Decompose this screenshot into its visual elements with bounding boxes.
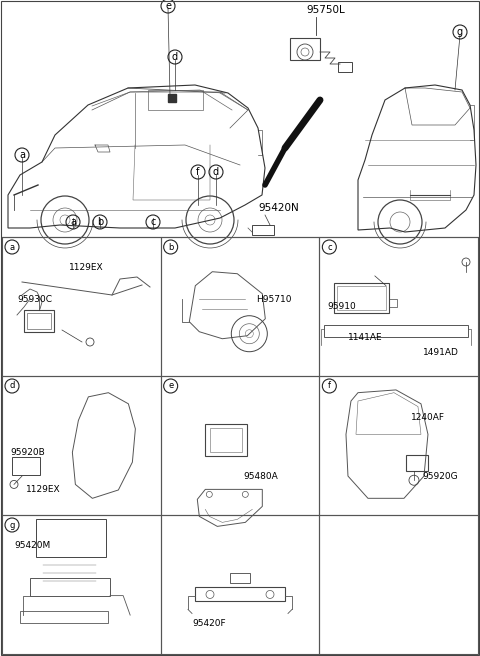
Text: e: e — [165, 1, 171, 11]
Text: 95420N: 95420N — [258, 203, 299, 213]
Text: c: c — [150, 217, 156, 227]
Bar — [161, 376, 319, 515]
Bar — [324, 325, 468, 337]
Bar — [30, 578, 110, 596]
Bar — [205, 424, 247, 457]
Bar — [337, 287, 386, 310]
Bar — [148, 90, 203, 110]
Bar — [406, 455, 428, 470]
Bar — [195, 588, 285, 602]
Text: 1129EX: 1129EX — [69, 263, 103, 272]
Bar — [338, 62, 352, 72]
Bar — [24, 310, 54, 332]
Bar — [252, 225, 274, 235]
Text: 95920G: 95920G — [422, 472, 458, 481]
Bar — [20, 611, 108, 623]
Bar — [2, 376, 161, 515]
Bar — [27, 313, 51, 329]
Bar — [2, 515, 161, 654]
Bar — [168, 94, 176, 102]
Bar — [319, 515, 478, 654]
Text: d: d — [213, 167, 219, 177]
Text: b: b — [168, 243, 173, 251]
Text: H95710: H95710 — [256, 295, 291, 304]
Text: 95480A: 95480A — [243, 472, 278, 481]
Bar — [230, 573, 250, 583]
Bar — [319, 376, 478, 515]
Text: 1141AE: 1141AE — [348, 333, 383, 342]
Text: f: f — [196, 167, 200, 177]
Text: d: d — [172, 52, 178, 62]
Text: 95930C: 95930C — [18, 295, 53, 304]
Text: e: e — [168, 382, 173, 390]
Text: c: c — [327, 243, 332, 251]
Bar — [161, 515, 319, 654]
Bar — [210, 428, 242, 453]
Text: 95910: 95910 — [327, 302, 356, 311]
Text: a: a — [10, 243, 14, 251]
Text: 1491AD: 1491AD — [422, 348, 458, 357]
Bar — [335, 283, 389, 314]
Text: d: d — [9, 382, 15, 390]
Text: f: f — [328, 382, 331, 390]
Text: a: a — [70, 217, 76, 227]
Text: 95420M: 95420M — [15, 541, 51, 550]
Text: a: a — [19, 150, 25, 160]
Text: g: g — [9, 520, 15, 529]
Text: 1129EX: 1129EX — [26, 485, 60, 495]
Bar — [12, 457, 40, 475]
Bar — [290, 38, 320, 60]
Text: 95420F: 95420F — [192, 619, 226, 628]
Bar — [36, 519, 106, 557]
Text: 95750L: 95750L — [306, 5, 345, 15]
Bar — [2, 237, 161, 376]
Bar — [161, 237, 319, 376]
Text: 1240AF: 1240AF — [411, 413, 445, 422]
Bar — [319, 237, 478, 376]
Bar — [389, 299, 397, 308]
Text: b: b — [97, 217, 103, 227]
Text: g: g — [457, 27, 463, 37]
Text: 95920B: 95920B — [10, 448, 45, 457]
